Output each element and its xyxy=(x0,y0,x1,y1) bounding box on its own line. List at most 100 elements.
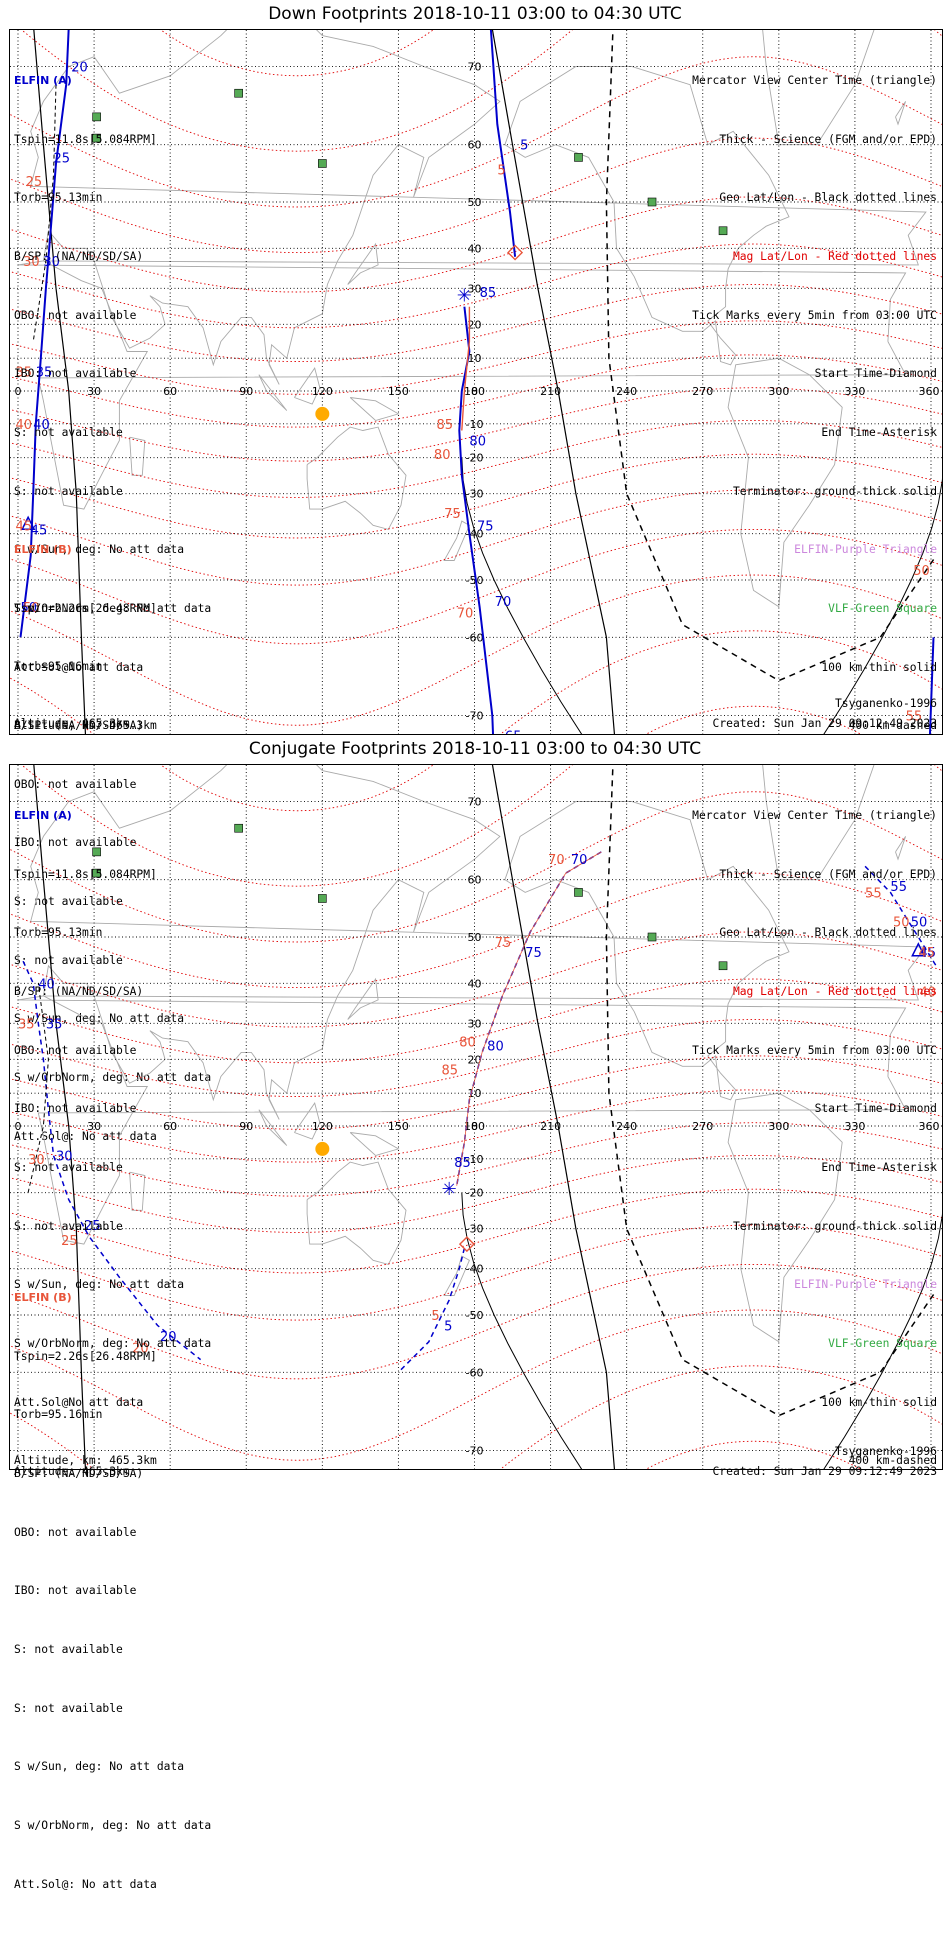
center-time-triangle-icon xyxy=(911,942,926,957)
geo-lat-label: -10 xyxy=(466,418,484,431)
model-name: Tsyganenko-1996 xyxy=(834,697,937,710)
vlf-station-icon xyxy=(92,133,101,143)
geo-lat-label: -20 xyxy=(466,1187,484,1200)
track-tick-label: 35 xyxy=(18,1017,35,1032)
vlf-station-icon xyxy=(318,894,327,903)
elfin-a-line: Torb=95.13min xyxy=(14,926,103,940)
track-tick-label: 75 xyxy=(525,946,542,961)
elfin-b-line: B/SP: (NA/ND/SD/SA) xyxy=(14,1467,144,1481)
track-tick-label: 25 xyxy=(26,175,43,190)
track-tick-label: 70 xyxy=(495,595,512,610)
geo-lon-label: 330 xyxy=(844,385,865,398)
terminator-line xyxy=(461,1192,942,1469)
elfin-b-track xyxy=(928,637,935,734)
track-tick-label: 85 xyxy=(454,1156,471,1171)
mag-lat-line xyxy=(21,765,942,887)
legend-item: Mag Lat/Lon - Red dotted lines xyxy=(732,985,937,999)
terminator-line xyxy=(491,30,616,734)
elfin-b-line: Torb=95.16min xyxy=(14,660,103,674)
track-tick-label: 5 xyxy=(497,163,505,178)
coastline xyxy=(727,357,843,608)
geo-lon-label: 300 xyxy=(768,1120,789,1133)
mag-lat-line xyxy=(10,791,942,943)
vlf-station-icon xyxy=(647,932,657,942)
elfin-b-science xyxy=(461,306,471,431)
track-tick-label: 25 xyxy=(54,151,71,166)
geographic-grid xyxy=(10,765,942,1469)
sun-icon xyxy=(315,406,330,421)
elfin-b-line: Att.Sol@: No att data xyxy=(14,1129,157,1143)
vlf-station-icon xyxy=(92,847,101,857)
geo-lon-label: 30 xyxy=(87,385,101,398)
elfin-a-line: OBO: not available xyxy=(14,308,137,322)
track-tick-label: 55 xyxy=(906,710,923,725)
terminator-400km xyxy=(605,30,937,682)
start-time-diamond-icon xyxy=(507,244,524,261)
mag-lat-line xyxy=(10,56,942,208)
down-footprints-panel: 0 30 60 90 120 150 180 210 240 270 300 330 360 70 60 50… xyxy=(9,29,943,1143)
track-tick-label: 35 xyxy=(15,365,32,380)
geo-lon-label: 0 xyxy=(15,385,22,398)
down-footprints-map: 0 30 60 90 120 150 180 210 240 270 300 330 360706050… xyxy=(10,30,942,734)
elfin-a-line: S w/Sun, deg: No att data xyxy=(14,1278,185,1292)
coastline xyxy=(30,30,927,385)
coastline xyxy=(294,367,321,405)
mag-lat-line xyxy=(10,1055,942,1130)
coastline xyxy=(306,1161,407,1265)
elfin-a-line: Tspin=11.8s[5.084RPM] xyxy=(14,867,157,881)
vlf-station-icon xyxy=(234,88,243,98)
track-tick-label: 5 xyxy=(444,1319,452,1334)
track-tick-label: 35 xyxy=(46,1017,63,1032)
track-tick-label: 25 xyxy=(61,1234,78,1249)
conjugate-footprints-panel: 0 30 60 90 120 150 180 210 240 270 300 330 360 70 60 50… xyxy=(9,764,943,1891)
elfin-a-line: Altitude, km: 465.3km xyxy=(14,719,157,733)
elfin-a-track-400km xyxy=(32,84,57,342)
track-tick-label: 50 xyxy=(21,601,38,616)
coastline xyxy=(347,242,379,285)
track-tick-label: 40 xyxy=(38,977,55,992)
geo-lon-label: 270 xyxy=(692,1120,713,1133)
legend-item: VLF-Green Square xyxy=(828,1336,937,1350)
magnetic-grid xyxy=(10,765,942,1469)
track-tick-label: 5 xyxy=(520,139,528,154)
geo-lat-label: 70 xyxy=(468,60,482,73)
coastline xyxy=(727,1092,843,1343)
elfin-a-info: ELFIN (A) Tspin=11.8s[5.084RPM] Torb=95.… xyxy=(14,32,211,775)
elfin-a-line: Torb=95.13min xyxy=(14,191,103,205)
mag-lat-line xyxy=(645,705,862,734)
coastline xyxy=(349,397,400,422)
legend-item: 400 km-dashed xyxy=(848,719,937,733)
elfin-a-header: ELFIN (A) xyxy=(14,74,72,88)
geo-lat-label: -50 xyxy=(466,1309,484,1322)
legend-item: Mercator View Center Time (triangle) xyxy=(692,809,937,823)
geo-lat-label: 60 xyxy=(468,874,482,887)
track-tick-label: 85 xyxy=(480,286,497,301)
legend-item: 100 km-thin solid xyxy=(821,1395,937,1409)
track-tick-label: 20 xyxy=(71,60,88,75)
geo-lon-label: 360 xyxy=(919,1120,940,1133)
coastline xyxy=(129,1171,146,1211)
terminator-line xyxy=(33,30,87,734)
geo-lat-label: 0 xyxy=(471,385,478,398)
coastline xyxy=(258,1109,288,1146)
elfin-b-line: Att.Sol@: No att data xyxy=(14,1877,157,1891)
geo-lat-label: 50 xyxy=(468,931,482,944)
mag-lat-line xyxy=(10,574,942,726)
panel1-title: Down Footprints 2018-10-11 03:00 to 04:3… xyxy=(268,4,682,24)
geo-lon-label: 270 xyxy=(692,385,713,398)
legend-item: VLF-Green Square xyxy=(828,601,937,615)
mag-lat-line xyxy=(10,1019,942,1097)
geo-lon-label: 240 xyxy=(616,385,637,398)
elfin-b-line: OBO: not available xyxy=(14,777,137,791)
elfin-b-track xyxy=(397,1247,466,1373)
geo-lat-label: 50 xyxy=(468,196,482,209)
track-tick-label: 45 xyxy=(920,946,937,961)
geo-lon-label: 60 xyxy=(163,1120,177,1133)
geo-lon-label: 120 xyxy=(312,1120,333,1133)
mag-lat-line xyxy=(10,1224,942,1321)
elfin-b-science xyxy=(456,851,602,1186)
geo-lat-label: -50 xyxy=(466,574,484,587)
geo-lon-label: 90 xyxy=(239,1120,253,1133)
elfin-b-line: IBO: not available xyxy=(14,836,137,850)
mag-lat-line xyxy=(10,872,942,989)
